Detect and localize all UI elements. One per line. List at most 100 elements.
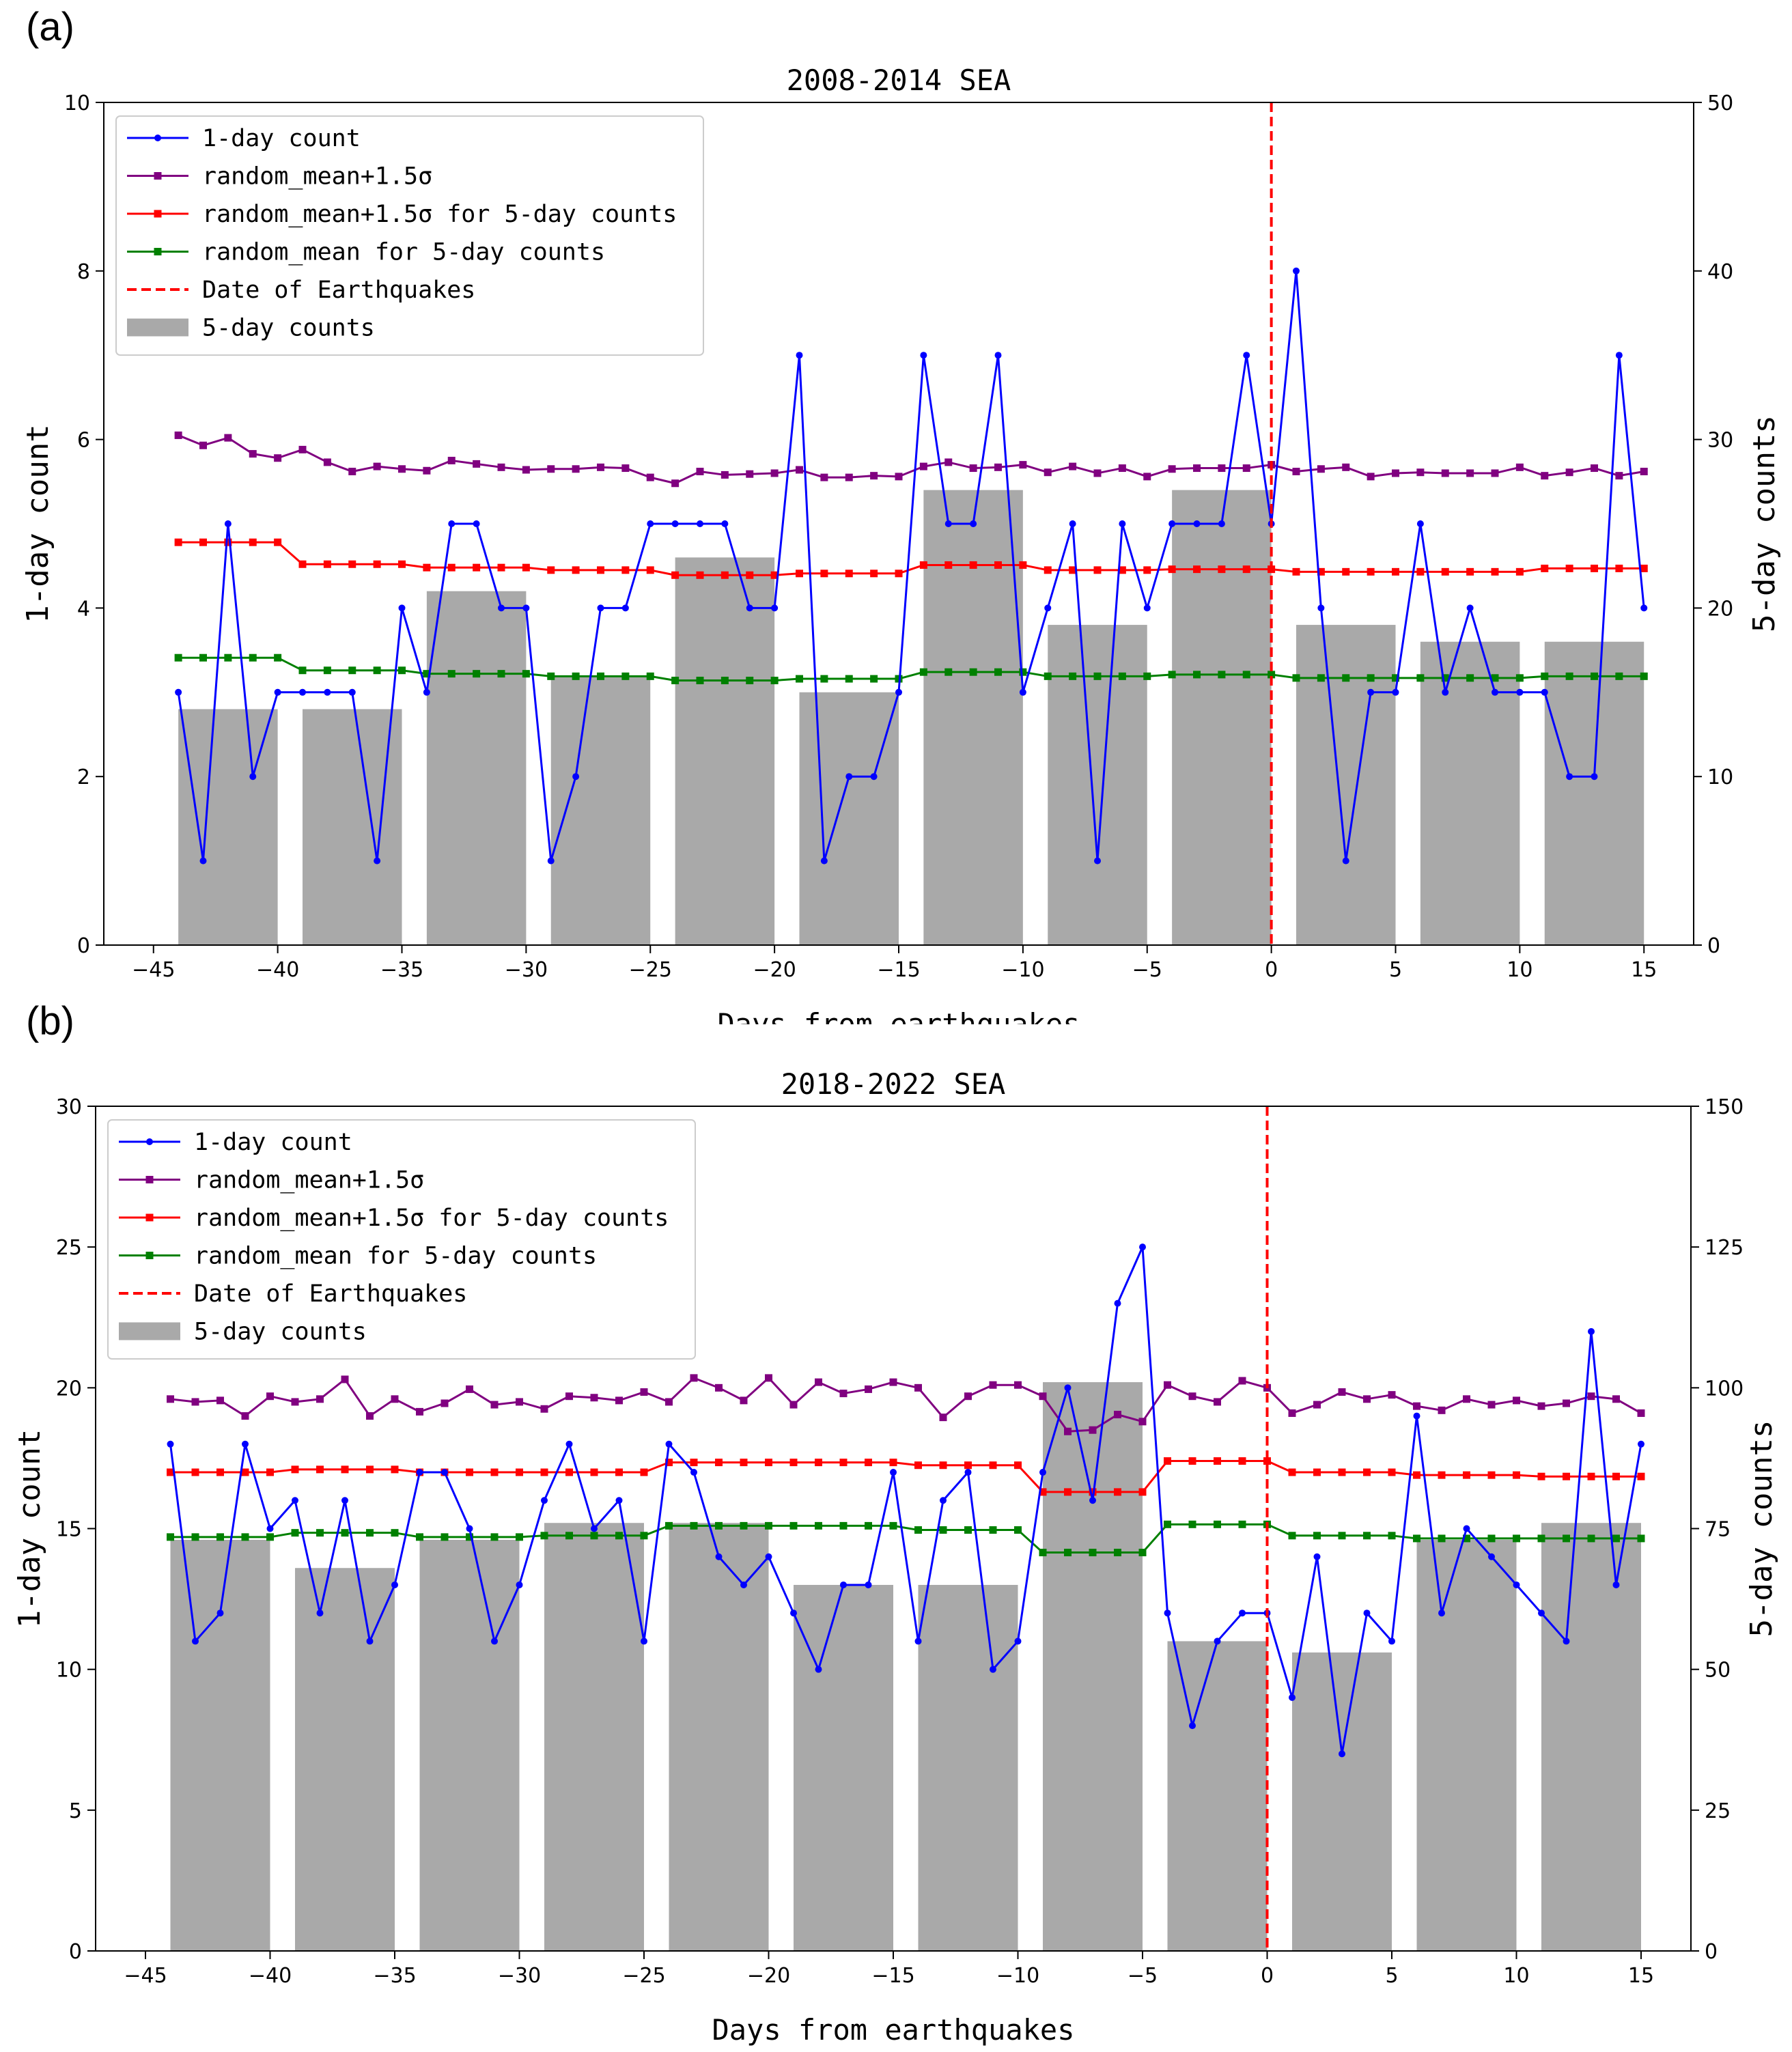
point-daily — [1069, 520, 1076, 527]
point-rand15 — [989, 1381, 997, 1389]
point-daily — [740, 1581, 747, 1588]
point-rand5_mean — [1138, 1549, 1147, 1557]
x-tick-label: −40 — [256, 958, 299, 982]
point-daily — [192, 1638, 199, 1645]
y-left-tick-label: 4 — [77, 597, 90, 621]
x-tick-label: −30 — [505, 958, 548, 982]
legend-marker-rand5_15 — [145, 1213, 154, 1222]
bar-5day — [1420, 641, 1520, 945]
point-rand15 — [1563, 1399, 1570, 1407]
point-rand5_mean — [1587, 1534, 1595, 1543]
point-daily — [865, 1581, 872, 1588]
point-rand5_mean — [1615, 672, 1623, 680]
point-daily — [299, 688, 306, 696]
point-daily — [324, 688, 331, 696]
point-rand15 — [249, 450, 257, 458]
point-rand5_mean — [1268, 671, 1276, 679]
point-rand5_15 — [796, 570, 803, 578]
point-rand15 — [665, 1398, 673, 1406]
point-rand5_15 — [994, 561, 1002, 569]
point-rand15 — [241, 1412, 249, 1420]
bar-5day — [1416, 1539, 1517, 1951]
point-rand5_mean — [274, 653, 282, 662]
point-rand15 — [348, 467, 356, 475]
point-rand5_15 — [266, 1468, 274, 1476]
point-rand5_mean — [740, 1521, 748, 1530]
x-tick-label: −45 — [132, 958, 175, 982]
point-rand5_mean — [522, 670, 530, 678]
point-daily — [715, 1553, 723, 1560]
legend-marker-daily — [146, 1138, 153, 1145]
x-tick-label: −10 — [996, 1964, 1039, 1988]
point-rand15 — [391, 1395, 399, 1403]
point-rand5_mean — [1064, 1549, 1072, 1557]
x-tick-label: −5 — [1128, 1964, 1158, 1988]
point-rand5_mean — [373, 666, 381, 675]
point-daily — [746, 604, 753, 612]
point-rand15 — [490, 1401, 499, 1409]
point-rand5_mean — [1014, 1526, 1022, 1534]
chart-a-2008-2014: −45 −40 −35 −30 −25 −20 −15 −10 −5 0 5 10 15 0 2 4 6 8 10 0… — [20, 64, 1782, 1024]
point-rand15 — [1565, 468, 1573, 477]
point-rand5_mean — [994, 668, 1002, 676]
point-daily — [1388, 1638, 1395, 1645]
point-rand15 — [274, 454, 282, 462]
point-rand15 — [266, 1392, 274, 1401]
point-rand5_mean — [914, 1526, 922, 1534]
point-daily — [1416, 520, 1424, 527]
point-rand5_15 — [1164, 1457, 1171, 1465]
x-tick-label: −35 — [373, 1964, 416, 1988]
point-daily — [216, 1610, 224, 1617]
point-daily — [1392, 688, 1399, 696]
point-rand5_15 — [466, 1468, 473, 1476]
point-daily — [473, 520, 480, 527]
x-tick-label: −10 — [1001, 958, 1044, 982]
point-rand5_mean — [1438, 1534, 1446, 1543]
point-rand5_mean — [615, 1532, 623, 1540]
bar-5day — [544, 1523, 644, 1951]
point-rand15 — [1413, 1402, 1420, 1410]
point-daily — [647, 520, 654, 527]
legend-marker-rand5_mean — [145, 1252, 154, 1259]
point-rand5_mean — [241, 1533, 249, 1541]
point-rand5_15 — [199, 538, 207, 546]
point-daily — [374, 857, 381, 865]
point-rand5_mean — [266, 1533, 274, 1541]
point-rand5_mean — [1089, 1549, 1097, 1557]
point-rand5_mean — [447, 670, 456, 678]
point-daily — [1119, 520, 1126, 527]
point-rand15 — [865, 1385, 872, 1393]
series-line-daily — [177, 270, 1645, 862]
bar-5day — [918, 1584, 1018, 1951]
bar-5day — [170, 1539, 270, 1951]
point-rand15 — [497, 463, 505, 471]
point-rand5_mean — [1044, 672, 1052, 680]
point-rand15 — [944, 458, 953, 466]
point-daily — [1342, 857, 1349, 865]
point-rand5_15 — [1640, 564, 1648, 572]
point-rand5_mean — [1188, 1520, 1196, 1528]
point-rand15 — [373, 462, 381, 470]
y-left-axis-label: 1-day count — [12, 1429, 47, 1628]
point-daily — [820, 857, 828, 865]
point-rand5_mean — [789, 1521, 798, 1530]
point-rand15 — [646, 473, 654, 481]
legend-marker-rand5_mean — [154, 248, 162, 255]
point-daily — [466, 1525, 473, 1532]
point-daily — [870, 773, 878, 781]
point-rand5_15 — [547, 566, 555, 574]
point-rand5_mean — [572, 672, 580, 680]
point-rand15 — [291, 1398, 299, 1406]
point-daily — [1339, 1750, 1345, 1758]
point-rand15 — [1288, 1409, 1296, 1417]
point-rand5_15 — [1214, 1457, 1221, 1465]
point-rand15 — [994, 463, 1002, 471]
bar-5day — [799, 692, 899, 945]
point-rand5_mean — [348, 666, 356, 675]
x-tick-label: 5 — [1385, 1964, 1398, 1988]
point-daily — [274, 688, 281, 696]
legend-marker-rand15 — [154, 172, 162, 180]
point-rand5_mean — [865, 1521, 872, 1530]
point-rand15 — [547, 465, 555, 473]
point-rand5_15 — [597, 566, 604, 574]
